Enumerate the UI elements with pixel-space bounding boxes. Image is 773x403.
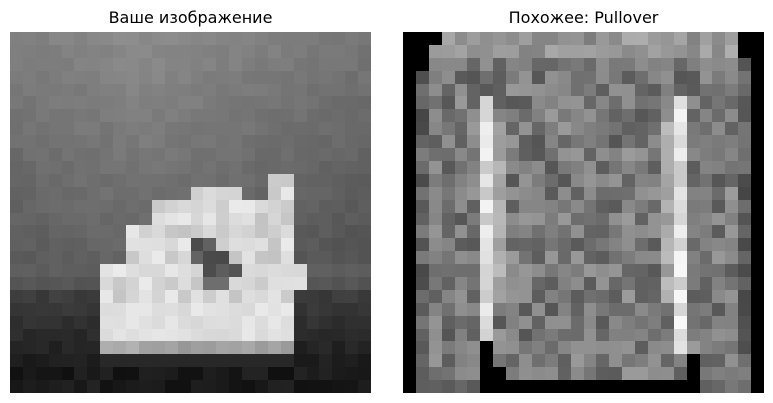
- uploaded-image: [10, 32, 371, 393]
- similar-image-pullover: [403, 32, 764, 393]
- uploaded-image-title: Ваше изображение: [108, 8, 273, 27]
- similar-image-title: Похожее: Pullover: [508, 8, 659, 27]
